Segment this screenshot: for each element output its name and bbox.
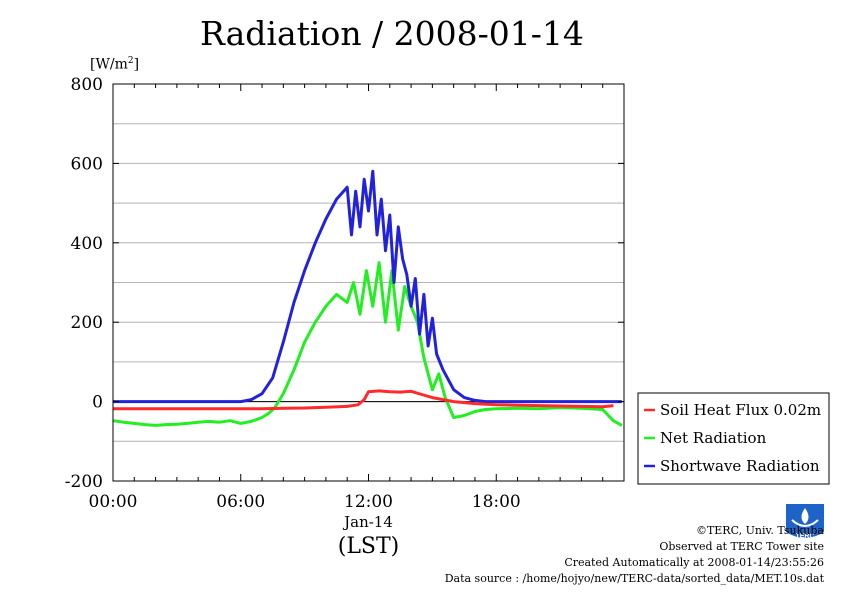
series-line-1 [112,261,623,427]
y-tick-label: -200 [65,472,103,492]
footer-credits: ©TERC, Univ. Tsukuba Observed at TERC To… [445,523,824,587]
series-lines [112,169,623,427]
legend-box [637,392,830,485]
unit-pre: [W/m [90,56,128,73]
y-axis-unit: [W/m2] [90,56,139,73]
unit-sup: 2 [127,56,134,66]
x-tick-label: 00:00 [89,492,138,512]
legend-label: Shortwave Radiation [660,457,820,475]
axes: -200 0 200 400 600 800 00:00 06:00 12:00 18:00 Jan… [65,75,624,559]
footer-source: Data source : /home/hojyo/new/TERC-data/… [444,572,824,585]
legend-label: Net Radiation [660,429,767,447]
y-tick-label: 800 [71,75,103,95]
x-tick-label: 18:00 [472,492,521,512]
footer-copyright: ©TERC, Univ. Tsukuba [695,524,824,537]
x-axis-label: (LST) [338,534,400,559]
y-tick-label: 400 [71,234,103,254]
y-tick-label: 200 [71,313,103,333]
footer-observed: Observed at TERC Tower site [659,540,824,553]
chart-title: Radiation / 2008-01-14 [200,14,584,53]
x-tick-label: 12:00 [344,492,393,512]
legend: Soil Heat Flux 0.02m Net Radiation Shortwa… [637,392,830,485]
y-tick-label: 600 [71,154,103,174]
terc-logo-icon: TERC [786,504,824,540]
y-tick-label: 0 [92,393,103,413]
legend-label: Soil Heat Flux 0.02m [660,401,821,419]
x-date-label: Jan-14 [342,513,393,531]
unit-post: ] [133,56,140,73]
series-line-0 [113,389,614,411]
footer-created: Created Automatically at 2008-01-14/23:5… [564,556,824,569]
series-line-2 [113,169,622,404]
x-tick-label: 06:00 [216,492,265,512]
logo-text: TERC [795,533,814,540]
